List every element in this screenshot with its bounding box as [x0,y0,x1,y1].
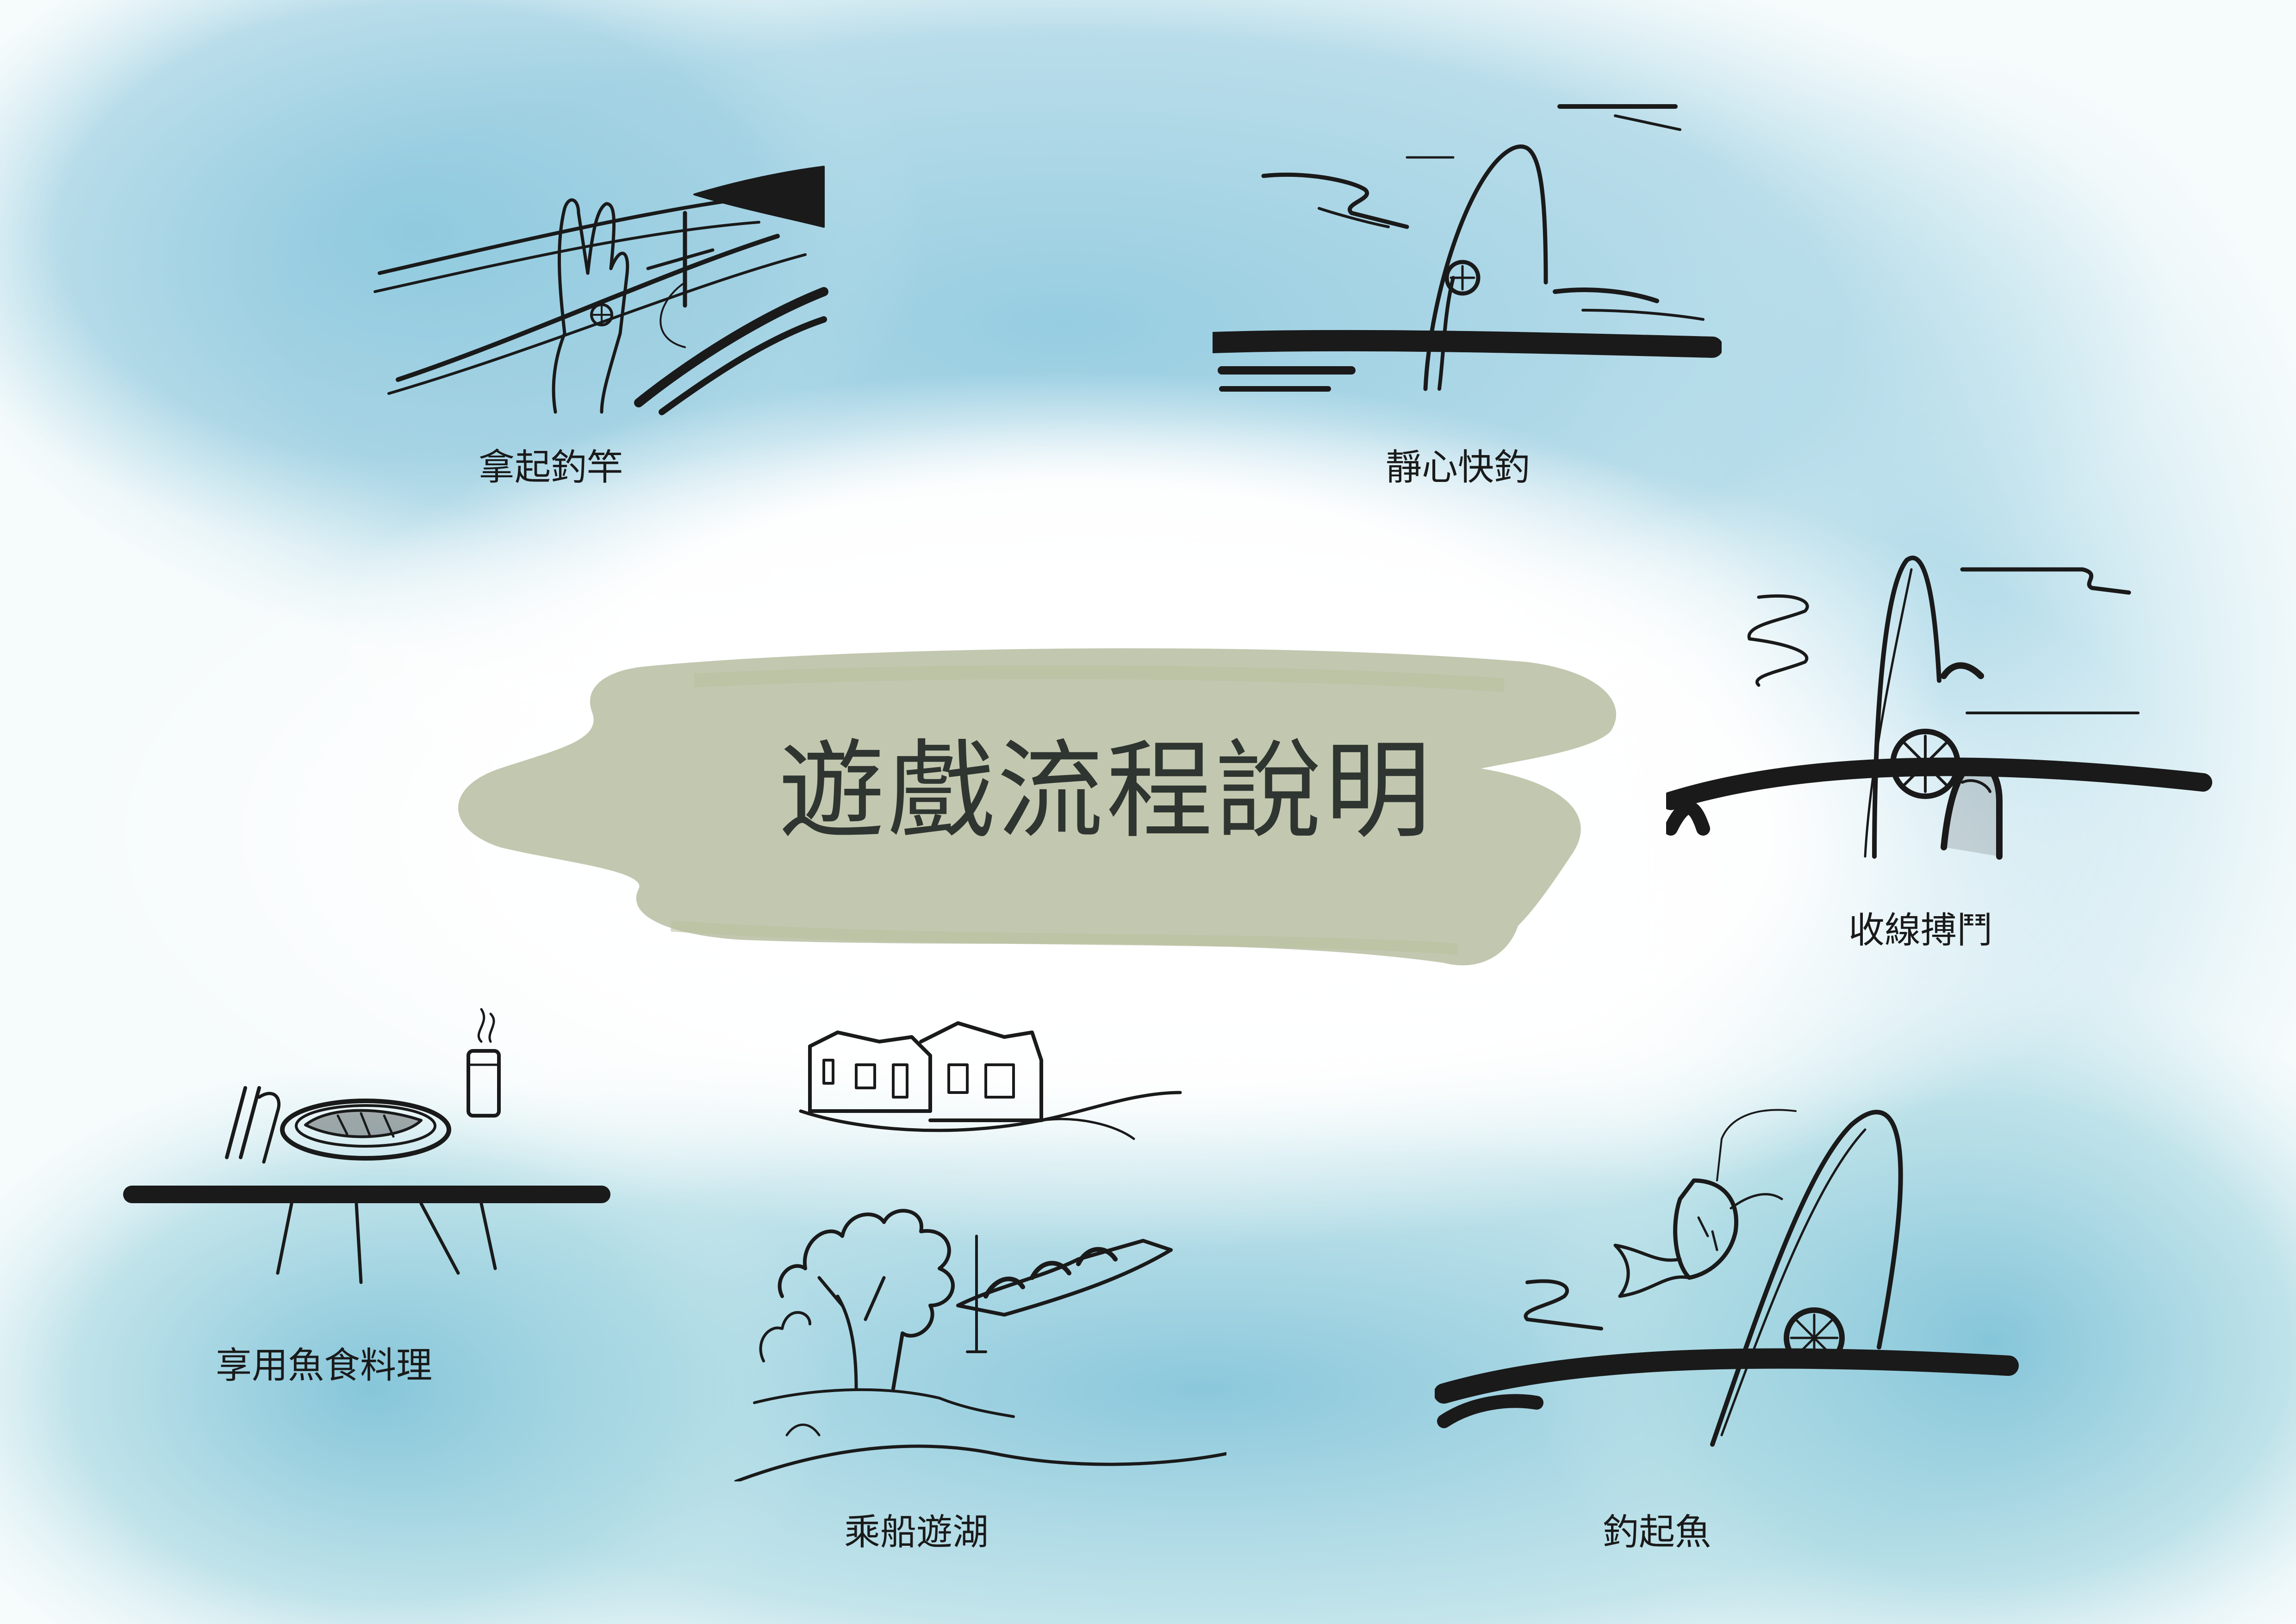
fish-meal-icon [123,1008,610,1284]
reel-fight-icon [1666,556,2212,860]
step-label: 拿起釣竿 [478,447,623,488]
step-enjoy-fish-meal: 享用魚食料理 [120,1005,639,1412]
step-label: 享用魚食料理 [215,1345,432,1387]
step-label: 靜心快釣 [1385,447,1530,488]
hand-fishing-rod-icon [373,166,828,415]
step-label: 乘船遊湖 [844,1512,989,1553]
boat-lake-scene-icon [734,1021,1226,1481]
step-catch-fish: 釣起魚 [1435,1079,2036,1565]
step-wait-calmly: 靜心快釣 [1213,97,1722,488]
step-reel-fight: 收線搏鬥 [1666,542,2231,958]
step-pick-up-rod: 拿起釣竿 [361,153,833,488]
fish-caught-icon [1435,1109,2019,1447]
page-title: 遊戲流程說明 [778,730,1434,853]
fishing-rod-waiting-icon [1213,104,1722,392]
step-label: 釣起魚 [1602,1512,1711,1553]
step-boat-tour: 乘船遊湖 [717,1018,1226,1565]
step-label: 收線搏鬥 [1848,910,1993,951]
